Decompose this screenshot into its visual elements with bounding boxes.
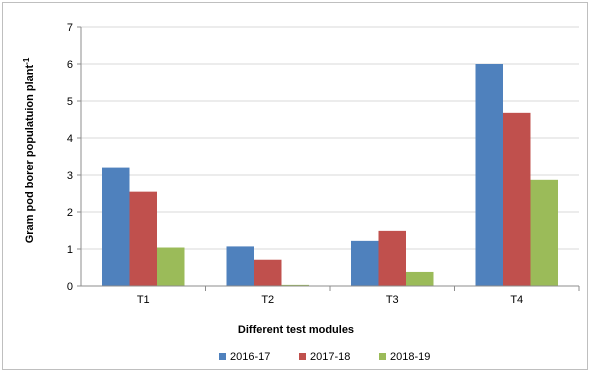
bar-T2-2017-18 (254, 259, 282, 286)
x-axis-label: Different test modules (238, 324, 354, 336)
bar-T3-2018-19 (406, 271, 434, 286)
legend-label: 2016-17 (230, 351, 270, 363)
bar-T3-2017-18 (378, 230, 406, 286)
legend-swatch (219, 353, 226, 360)
chart-frame: 0 1 2 3 4 5 6 7 T1 T2 T3 T4 Gram pod borer populat… (2, 2, 588, 370)
y-tick-label: 6 (67, 59, 73, 71)
x-tick-labels: T1 T2 T3 T4 (137, 286, 580, 306)
bar-T2-2018-19 (281, 284, 309, 286)
bar-T4-2016-17 (475, 64, 503, 286)
x-tick-label: T1 (137, 294, 150, 306)
y-tick-label: 1 (67, 244, 73, 256)
bar-T3-2016-17 (351, 240, 379, 286)
y-tick-labels: 0 1 2 3 4 5 6 7 (67, 22, 81, 293)
y-axis-label: Gram pod borer populatuion plant-1 (22, 57, 36, 243)
y-tick-label: 3 (67, 170, 73, 182)
bar-chart: 0 1 2 3 4 5 6 7 T1 T2 T3 T4 Gram pod borer populat… (22, 22, 580, 363)
bar-T2-2016-17 (226, 246, 254, 286)
y-tick-label: 2 (67, 207, 73, 219)
y-tick-label: 4 (67, 133, 73, 145)
y-tick-label: 5 (67, 96, 73, 108)
legend-swatch (299, 353, 306, 360)
x-tick-label: T3 (386, 294, 399, 306)
y-tick-label: 0 (67, 281, 73, 293)
legend: 2016-17 2017-18 2018-19 (219, 351, 430, 363)
legend-label: 2017-18 (310, 351, 350, 363)
y-tick-label: 7 (67, 22, 73, 34)
legend-swatch (379, 353, 386, 360)
bar-T4-2017-18 (503, 112, 531, 286)
bar-T4-2018-19 (530, 179, 558, 286)
bar-T1-2016-17 (102, 167, 130, 286)
bars (102, 64, 558, 286)
bar-T1-2017-18 (129, 191, 157, 286)
x-tick-label: T2 (261, 294, 274, 306)
x-tick-label: T4 (510, 294, 523, 306)
bar-T1-2018-19 (157, 247, 185, 286)
legend-label: 2018-19 (390, 351, 430, 363)
